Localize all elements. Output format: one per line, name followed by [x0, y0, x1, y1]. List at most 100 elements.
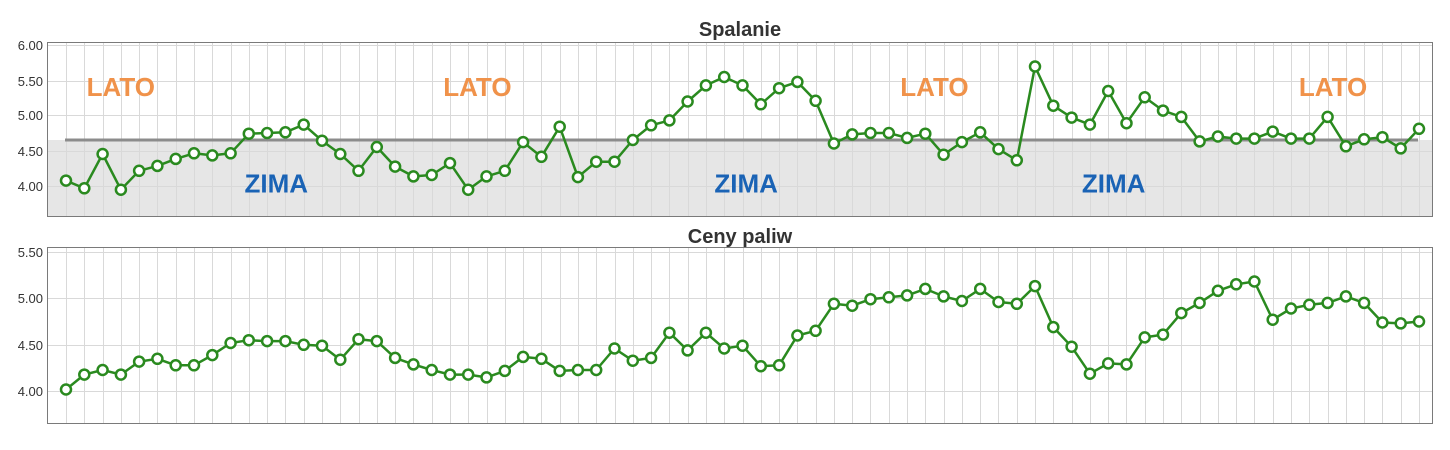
- data-point[interactable]: [78, 368, 91, 381]
- data-point[interactable]: [1248, 132, 1261, 145]
- data-point[interactable]: [297, 118, 310, 131]
- data-point[interactable]: [535, 352, 548, 366]
- data-point[interactable]: [1120, 358, 1133, 371]
- data-point[interactable]: [59, 174, 73, 187]
- data-point[interactable]: [516, 350, 530, 364]
- data-point[interactable]: [845, 299, 859, 312]
- data-point[interactable]: [1339, 140, 1353, 153]
- data-point[interactable]: [1303, 132, 1316, 145]
- data-point[interactable]: [1229, 132, 1243, 145]
- data-point[interactable]: [297, 338, 310, 352]
- data-point[interactable]: [589, 155, 603, 168]
- data-point[interactable]: [772, 359, 786, 372]
- data-point[interactable]: [206, 348, 219, 362]
- data-point[interactable]: [279, 334, 292, 348]
- data-point[interactable]: [1175, 110, 1188, 124]
- data-point[interactable]: [608, 342, 621, 355]
- data-point[interactable]: [1376, 316, 1389, 329]
- data-point[interactable]: [1047, 99, 1060, 112]
- data-point[interactable]: [1010, 297, 1024, 311]
- data-point[interactable]: [1266, 313, 1279, 326]
- data-point[interactable]: [187, 359, 201, 372]
- data-point[interactable]: [279, 126, 292, 139]
- data-point[interactable]: [1193, 296, 1206, 310]
- data-point[interactable]: [461, 368, 475, 381]
- data-point[interactable]: [1248, 275, 1261, 288]
- data-point[interactable]: [754, 98, 768, 111]
- data-point[interactable]: [480, 170, 493, 183]
- data-point[interactable]: [717, 70, 731, 84]
- data-point[interactable]: [315, 134, 329, 147]
- data-point[interactable]: [388, 351, 402, 365]
- data-point[interactable]: [754, 359, 768, 373]
- data-point[interactable]: [388, 160, 402, 173]
- data-point[interactable]: [1394, 142, 1407, 155]
- data-point[interactable]: [1083, 118, 1097, 131]
- data-point[interactable]: [407, 358, 420, 371]
- data-point[interactable]: [626, 133, 640, 147]
- data-point[interactable]: [443, 368, 457, 381]
- data-point[interactable]: [937, 290, 950, 303]
- data-point[interactable]: [1138, 91, 1151, 104]
- data-point[interactable]: [516, 135, 530, 149]
- data-point[interactable]: [96, 147, 109, 161]
- data-point[interactable]: [498, 364, 512, 378]
- data-point[interactable]: [882, 291, 896, 304]
- data-point[interactable]: [132, 355, 146, 368]
- data-point[interactable]: [553, 364, 566, 378]
- data-point[interactable]: [1339, 290, 1353, 303]
- data-point[interactable]: [663, 326, 676, 339]
- data-point[interactable]: [937, 148, 950, 161]
- data-point[interactable]: [644, 351, 658, 365]
- data-point[interactable]: [242, 127, 256, 140]
- data-point[interactable]: [589, 363, 603, 377]
- data-point[interactable]: [1175, 306, 1188, 320]
- data-point[interactable]: [791, 75, 804, 89]
- data-point[interactable]: [1101, 84, 1115, 98]
- data-point[interactable]: [132, 164, 146, 178]
- data-point[interactable]: [973, 282, 987, 296]
- data-point[interactable]: [1156, 104, 1170, 117]
- data-point[interactable]: [260, 334, 274, 348]
- data-point[interactable]: [1284, 302, 1298, 315]
- data-point[interactable]: [681, 95, 694, 108]
- data-point[interactable]: [1357, 296, 1371, 310]
- data-point[interactable]: [1412, 315, 1426, 328]
- data-point[interactable]: [1193, 135, 1206, 148]
- data-point[interactable]: [1394, 317, 1407, 330]
- data-point[interactable]: [1303, 298, 1316, 312]
- data-point[interactable]: [370, 334, 384, 348]
- data-point[interactable]: [1211, 130, 1225, 143]
- data-point[interactable]: [1156, 328, 1170, 341]
- data-point[interactable]: [992, 142, 1005, 156]
- data-point[interactable]: [809, 94, 822, 108]
- data-point[interactable]: [1284, 132, 1298, 145]
- data-point[interactable]: [681, 344, 694, 357]
- data-point[interactable]: [919, 127, 932, 140]
- data-point[interactable]: [96, 363, 109, 377]
- data-point[interactable]: [900, 131, 914, 145]
- data-point[interactable]: [955, 294, 969, 308]
- data-point[interactable]: [644, 119, 658, 132]
- data-point[interactable]: [992, 295, 1005, 309]
- data-point[interactable]: [1101, 357, 1115, 370]
- data-point[interactable]: [352, 332, 365, 346]
- data-point[interactable]: [955, 135, 969, 149]
- data-point[interactable]: [151, 352, 164, 366]
- data-point[interactable]: [334, 147, 347, 161]
- data-point[interactable]: [78, 182, 91, 195]
- data-point[interactable]: [809, 324, 822, 338]
- data-point[interactable]: [864, 126, 877, 140]
- data-point[interactable]: [699, 79, 713, 92]
- data-point[interactable]: [1065, 340, 1078, 353]
- data-point[interactable]: [114, 368, 128, 381]
- data-point[interactable]: [59, 383, 73, 396]
- data-point[interactable]: [187, 147, 201, 160]
- data-point[interactable]: [1010, 154, 1024, 167]
- data-point[interactable]: [260, 126, 274, 140]
- data-point[interactable]: [370, 140, 384, 154]
- data-point[interactable]: [334, 353, 347, 366]
- data-point[interactable]: [900, 289, 914, 302]
- data-point[interactable]: [169, 359, 182, 372]
- data-point[interactable]: [663, 114, 676, 127]
